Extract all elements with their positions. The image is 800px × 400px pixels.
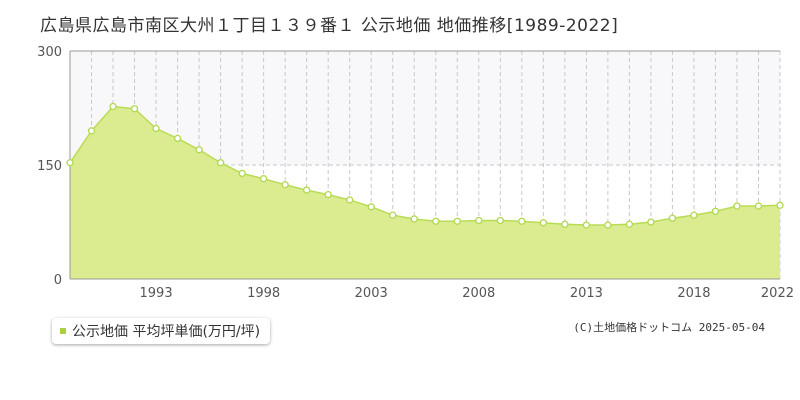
data-point (303, 186, 311, 194)
data-point (410, 215, 418, 223)
data-point (625, 220, 634, 228)
x-tick-label: 2003 (355, 286, 388, 301)
data-point (259, 175, 268, 183)
series-line (69, 105, 781, 226)
x-tick-label: 2008 (462, 286, 495, 301)
series-area (70, 106, 780, 279)
data-point (367, 203, 375, 211)
data-point (475, 216, 483, 225)
data-point (324, 190, 332, 199)
data-point (604, 221, 612, 229)
y-tick-label: 0 (54, 273, 62, 288)
data-point (173, 134, 182, 143)
x-tick-label: 2022 (761, 286, 794, 301)
legend-label: 公示地価 平均坪単価(万円/坪) (72, 324, 261, 340)
legend-marker (60, 328, 66, 334)
x-tick-label: 1993 (140, 286, 173, 301)
data-point (582, 221, 591, 229)
copyright-text: (C)土地価格ドットコム 2025-05-04 (573, 321, 765, 334)
data-point (109, 102, 117, 111)
data-point (432, 217, 440, 225)
data-point (66, 159, 74, 167)
data-point (776, 201, 784, 209)
data-point (690, 211, 698, 219)
data-point (561, 220, 569, 228)
data-point (130, 105, 139, 113)
y-tick-label: 300 (37, 45, 62, 60)
data-point (733, 202, 741, 210)
data-point (195, 146, 203, 154)
legend: 公示地価 平均坪単価(万円/坪) (52, 318, 271, 344)
data-point (152, 124, 160, 133)
data-point (539, 219, 547, 227)
data-point (711, 207, 720, 216)
x-tick-label: 2018 (677, 286, 710, 301)
data-point (389, 211, 397, 219)
data-point (87, 127, 96, 135)
data-point (647, 218, 655, 226)
x-tick-label: 2013 (570, 286, 603, 301)
data-point (668, 214, 677, 222)
data-point (238, 169, 246, 178)
data-point (216, 159, 225, 167)
x-tick-label: 1998 (247, 286, 280, 301)
data-point (496, 216, 504, 225)
chart-title: 広島県広島市南区大州１丁目１３９番１ 公示地価 地価推移[1989-2022] (40, 16, 619, 36)
data-point (453, 217, 461, 225)
data-point (518, 217, 526, 225)
y-tick-label: 150 (37, 159, 62, 174)
data-point (346, 196, 354, 204)
data-point (754, 202, 763, 210)
data-point (281, 181, 289, 189)
